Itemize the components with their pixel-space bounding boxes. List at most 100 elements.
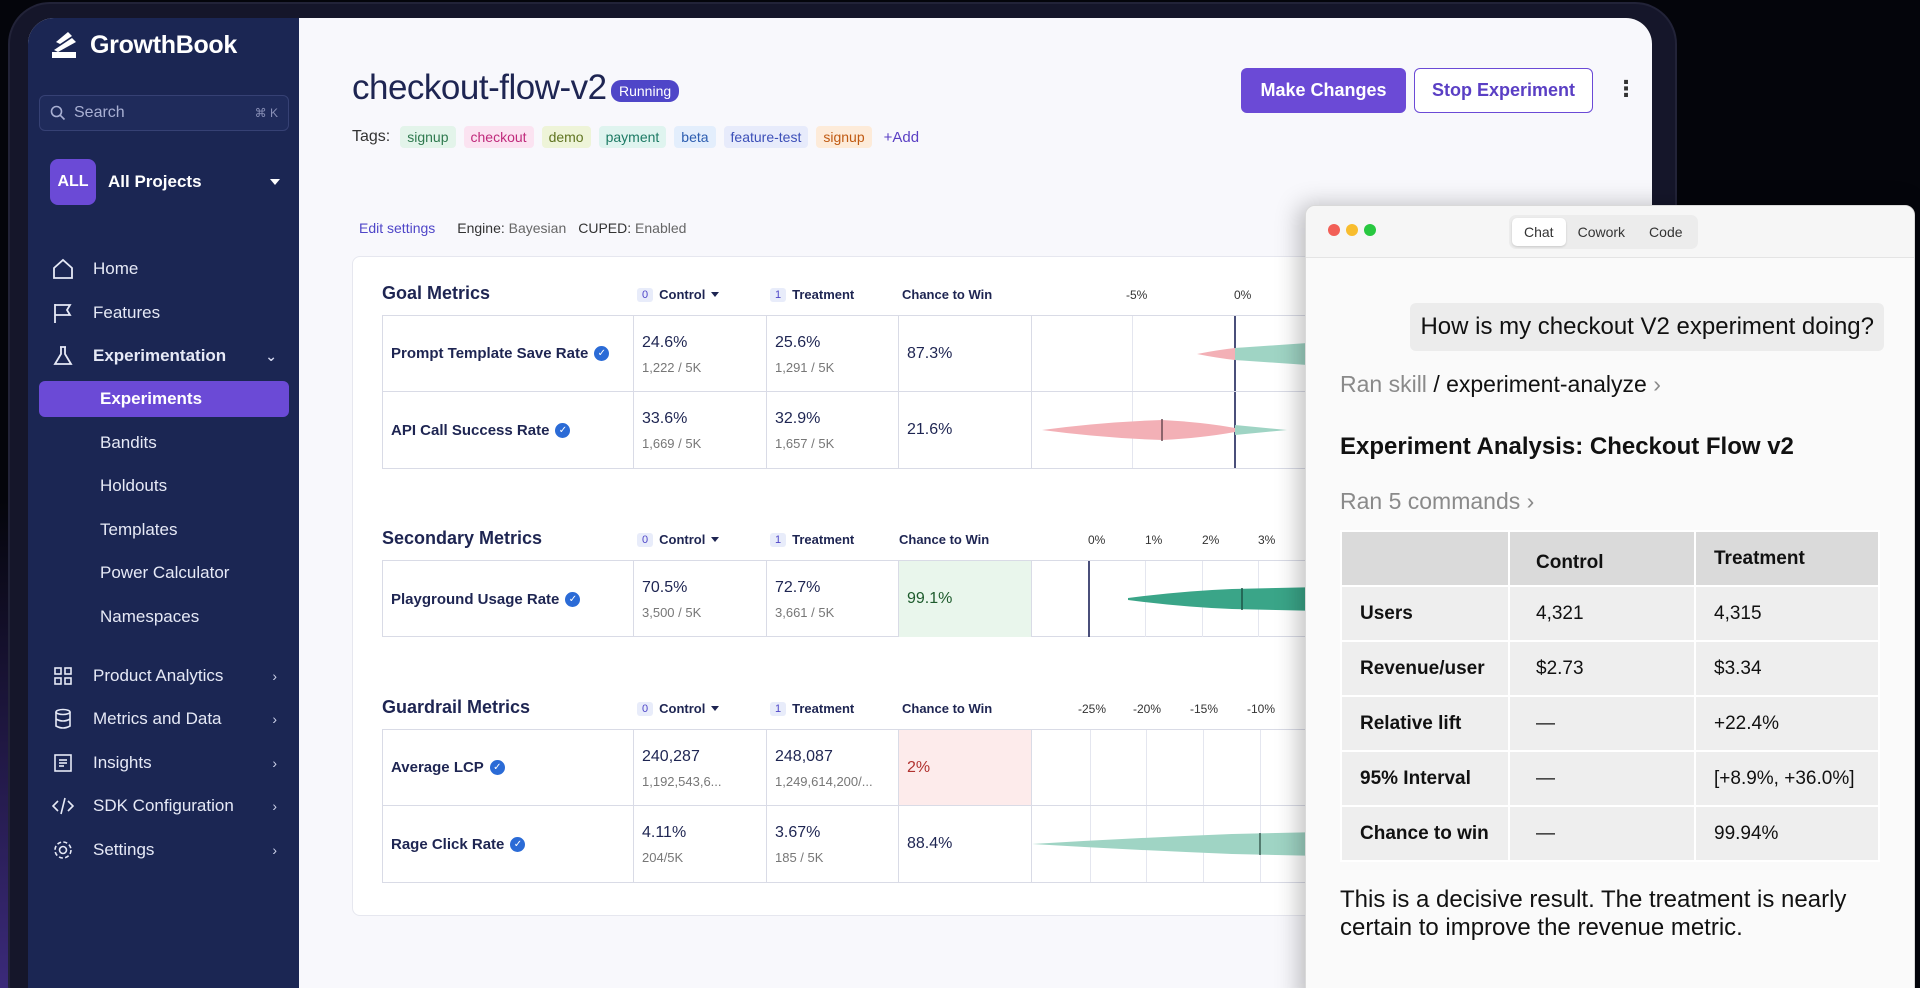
nav-power-calculator[interactable]: Power Calculator	[39, 555, 289, 591]
nav-templates-label: Templates	[100, 520, 178, 539]
control-rate: 70.5%	[642, 579, 688, 596]
table-cell: +22.4%	[1694, 695, 1880, 752]
treatment-rate: 25.6%	[775, 334, 821, 351]
metric-name[interactable]: Rage Click Rate ✓	[383, 806, 634, 882]
stop-experiment-button[interactable]: Stop Experiment	[1414, 68, 1593, 113]
treatment-value: 248,087 1,249,614,200/...	[767, 730, 899, 805]
edit-settings-link[interactable]: Edit settings	[359, 220, 436, 236]
brand-logo[interactable]: GrowthBook	[50, 30, 237, 60]
table-cell: Relative lift	[1340, 695, 1510, 752]
control-count: 1,192,543,6...	[642, 774, 722, 789]
control-label: Control	[659, 532, 706, 547]
nav-home[interactable]: Home	[39, 251, 289, 287]
table-cell: Users	[1340, 585, 1510, 642]
nav-namespaces[interactable]: Namespaces	[39, 599, 289, 635]
treatment-rate: 248,087	[775, 748, 833, 765]
tag[interactable]: signup	[400, 126, 456, 148]
brand-name: GrowthBook	[90, 30, 237, 59]
violin-plot	[1032, 730, 1642, 805]
chevron-right-icon: ›	[272, 755, 277, 771]
control-index: 0	[637, 701, 654, 716]
verified-icon: ✓	[489, 760, 505, 775]
table-row[interactable]: API Call Success Rate ✓ 33.6% 1,669 / 5K 3…	[383, 392, 1641, 468]
ran-skill-toggle[interactable]: Ran skill / experiment-analyze ›	[1340, 371, 1661, 398]
table-row: Users 4,321 4,315	[1340, 585, 1880, 642]
treatment-rate: 3.67%	[775, 824, 821, 841]
nav-settings[interactable]: Settings ›	[39, 832, 289, 868]
nav-features[interactable]: Features	[39, 295, 289, 331]
table-cell: Chance to win	[1340, 805, 1510, 862]
tag[interactable]: beta	[674, 126, 716, 148]
nav-holdouts[interactable]: Holdouts	[39, 468, 289, 504]
metric-name[interactable]: Prompt Template Save Rate ✓	[383, 316, 634, 391]
more-menu-icon[interactable]: ⋮	[1615, 76, 1637, 101]
insights-icon	[51, 751, 75, 775]
tags-row: Tags: signup checkout demo payment beta …	[352, 126, 919, 148]
caret-down-icon	[270, 179, 280, 185]
chance-column-header: Chance to Win	[902, 701, 993, 716]
chevron-right-icon: ›	[272, 798, 277, 814]
nav-templates[interactable]: Templates	[39, 512, 289, 548]
control-column-header[interactable]: 0 Control	[637, 532, 720, 547]
nav-product-analytics[interactable]: Product Analytics ›	[39, 658, 289, 694]
table-cell: Revenue/user	[1340, 640, 1510, 697]
table-row[interactable]: Prompt Template Save Rate ✓ 24.6% 1,222 / …	[383, 316, 1641, 392]
table-header-row: Control Treatment	[1340, 530, 1880, 587]
tag[interactable]: checkout	[463, 126, 534, 148]
close-window-button[interactable]	[1328, 224, 1340, 236]
assistant-chat-window: Chat Cowork Code How is my checkout V2 e…	[1305, 205, 1915, 988]
chance-to-win: 2%	[899, 730, 1032, 805]
chance-to-win: 99.1%	[899, 561, 1032, 637]
ran-commands-toggle[interactable]: Ran 5 commands ›	[1340, 488, 1535, 514]
metric-name[interactable]: Average LCP ✓	[383, 730, 634, 805]
table-row[interactable]: Average LCP ✓ 240,287 1,192,543,6... 248,0…	[383, 730, 1641, 806]
table-row[interactable]: Rage Click Rate ✓ 4.11% 204/5K 3.67% 185 / …	[383, 806, 1641, 882]
tab-cowork[interactable]: Cowork	[1577, 224, 1626, 240]
table-row: 95% Interval — [+8.9%, +36.0%]	[1340, 750, 1880, 807]
axis-tick: -20%	[1133, 702, 1162, 716]
table-header: Control	[1508, 530, 1696, 587]
metric-name[interactable]: Playground Usage Rate ✓	[383, 561, 634, 637]
chat-titlebar: Chat Cowork Code	[1306, 206, 1914, 258]
grid-icon	[51, 664, 75, 688]
nav-sdk-configuration[interactable]: SDK Configuration ›	[39, 788, 289, 824]
nav-experiments[interactable]: Experiments	[39, 381, 289, 417]
minimize-window-button[interactable]	[1346, 224, 1358, 236]
tag[interactable]: signup	[816, 126, 872, 148]
nav-experimentation[interactable]: Experimentation ⌄	[39, 338, 289, 374]
table-row: Relative lift — +22.4%	[1340, 695, 1880, 752]
tab-chat[interactable]: Chat	[1512, 218, 1566, 246]
metric-name-text: Playground Usage Rate	[391, 590, 560, 608]
make-changes-button[interactable]: Make Changes	[1241, 68, 1406, 113]
control-column-header[interactable]: 0 Control	[637, 701, 720, 716]
nav-settings-label: Settings	[93, 840, 155, 859]
metric-name[interactable]: API Call Success Rate ✓	[383, 392, 634, 468]
nav-namespaces-label: Namespaces	[100, 607, 200, 626]
database-icon	[51, 707, 75, 731]
tag[interactable]: payment	[598, 126, 667, 148]
chevron-right-icon: ›	[272, 711, 277, 727]
treatment-count: 1,291 / 5K	[775, 360, 835, 375]
table-row[interactable]: Playground Usage Rate ✓ 70.5% 3,500 / 5K 7…	[383, 561, 1641, 637]
grid-line	[1260, 730, 1261, 805]
axis-tick: -5%	[1126, 288, 1148, 302]
nav-bandits[interactable]: Bandits	[39, 425, 289, 461]
search-input[interactable]: Search ⌘ K	[39, 95, 289, 131]
tag[interactable]: feature-test	[723, 126, 809, 148]
treatment-label: Treatment	[792, 701, 855, 716]
treatment-count: 1,657 / 5K	[775, 436, 835, 451]
chevron-right-icon: ›	[272, 668, 277, 684]
nav-metrics-and-data[interactable]: Metrics and Data ›	[39, 701, 289, 737]
project-selector[interactable]: ALL All Projects	[50, 159, 290, 205]
tab-code[interactable]: Code	[1649, 224, 1683, 240]
user-message: How is my checkout V2 experiment doing?	[1410, 303, 1884, 351]
maximize-window-button[interactable]	[1364, 224, 1376, 236]
control-column-header[interactable]: 0 Control	[637, 287, 720, 302]
add-tag-button[interactable]: +Add	[883, 128, 920, 146]
tag[interactable]: demo	[541, 126, 591, 148]
treatment-value: 72.7% 3,661 / 5K	[767, 561, 899, 637]
violin-shape	[1128, 587, 1322, 611]
nav-insights[interactable]: Insights ›	[39, 745, 289, 781]
chance-to-win: 87.3%	[899, 316, 1032, 391]
